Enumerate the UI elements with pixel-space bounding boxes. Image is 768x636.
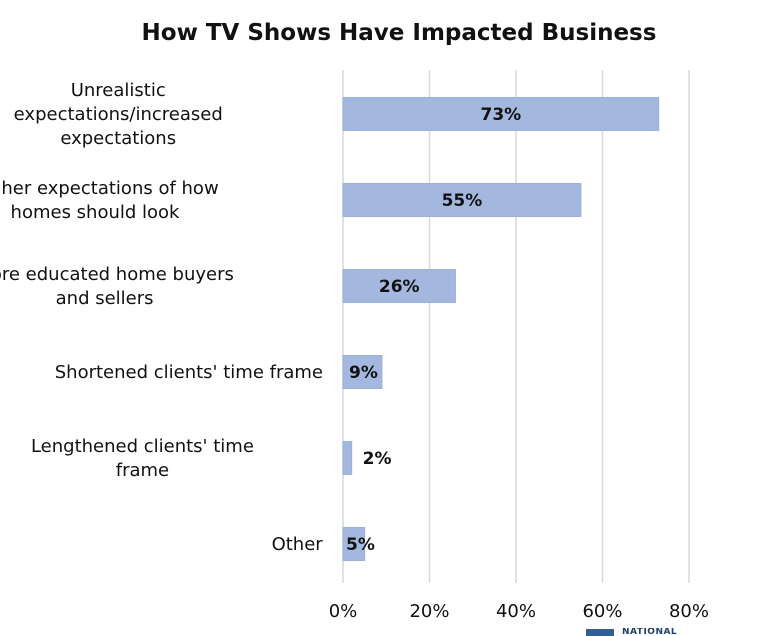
bars	[342, 97, 660, 561]
x-axis-tick-labels: 0% 20% 40% 60% 80%	[329, 601, 709, 622]
x-tick-label: 20%	[409, 601, 449, 622]
gridlines	[342, 70, 690, 583]
data-label: 26%	[379, 277, 420, 297]
category-label: Unrealistic expectations/increased expecta…	[14, 80, 223, 149]
category-label: Other	[272, 534, 324, 555]
category-labels: Unrealistic expectations/increased expecta…	[0, 80, 323, 555]
bar	[342, 441, 353, 475]
data-label: 73%	[481, 105, 522, 125]
data-labels: 73% 55% 26% 9% 2% 5%	[346, 105, 521, 555]
bar	[342, 269, 456, 303]
bar	[342, 183, 582, 217]
x-tick-label: 60%	[582, 601, 622, 622]
x-tick-label: 80%	[669, 601, 709, 622]
bar	[342, 527, 366, 561]
footer-text: NATIONAL	[622, 628, 678, 636]
bar	[342, 97, 660, 131]
nar-logo-icon	[586, 629, 614, 636]
category-label: Lengthened clients' time frame	[31, 436, 254, 481]
data-label: 55%	[442, 191, 483, 211]
category-label: More educated home buyers and sellers	[0, 264, 234, 309]
data-label: 9%	[349, 363, 378, 383]
category-label: Shortened clients' time frame	[55, 362, 323, 383]
bar	[342, 355, 383, 389]
x-tick-label: 0%	[329, 601, 358, 622]
chart-title: How TV Shows Have Impacted Business	[142, 20, 657, 46]
data-label: 5%	[346, 535, 375, 555]
data-label: 2%	[363, 449, 392, 469]
x-tick-label: 40%	[496, 601, 536, 622]
